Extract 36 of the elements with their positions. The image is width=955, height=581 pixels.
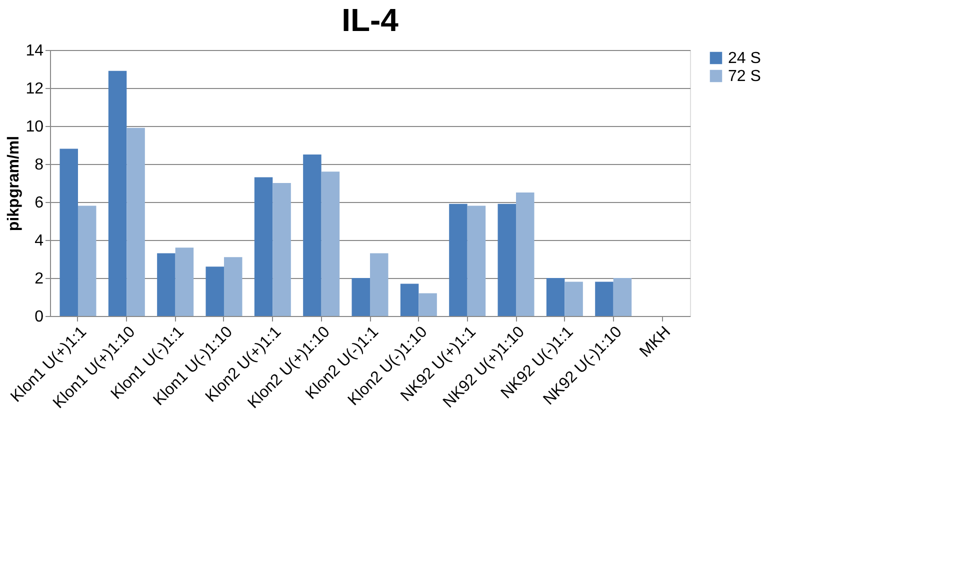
y-tick-label: 4 [34, 232, 44, 250]
bar [449, 204, 468, 316]
bar [272, 183, 291, 316]
chart-title: IL-4 [342, 2, 399, 38]
bar [60, 148, 78, 316]
legend-label: 24 S [728, 50, 761, 67]
bar [175, 248, 194, 316]
bar [613, 278, 632, 316]
y-tick-label: 6 [34, 194, 44, 212]
y-tick-label: 10 [26, 118, 44, 136]
bar [418, 293, 437, 316]
y-tick-label: 12 [26, 80, 44, 98]
bar [321, 172, 340, 316]
y-tick-label: 0 [34, 308, 44, 326]
y-axis-title: pikpgram/ml [6, 136, 23, 232]
bar [400, 284, 419, 316]
bar [546, 278, 565, 316]
bar [498, 204, 516, 316]
legend-label: 72 S [728, 68, 761, 85]
bar [564, 282, 583, 316]
y-tick-label: 14 [26, 42, 44, 60]
bar [595, 282, 614, 316]
bar [157, 253, 176, 316]
bar [303, 154, 322, 316]
bar [370, 253, 388, 316]
bar [224, 257, 242, 316]
bar [206, 266, 224, 316]
bar [108, 70, 127, 316]
bar [352, 278, 370, 316]
bar [126, 128, 145, 316]
bar [516, 192, 534, 316]
bar [78, 206, 96, 316]
bar [254, 177, 273, 316]
y-tick-label: 2 [34, 270, 44, 288]
y-tick-label: 8 [34, 156, 44, 174]
bar [467, 206, 486, 316]
